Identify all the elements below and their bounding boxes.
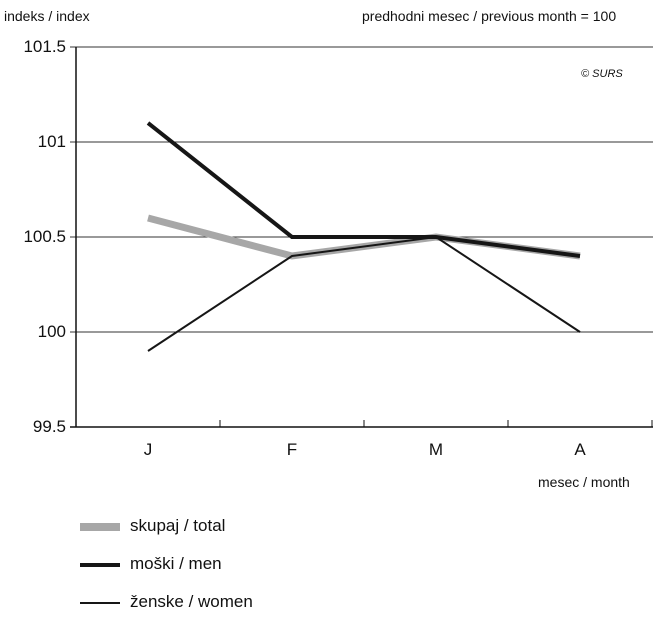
x-axis-title: mesec / month — [538, 474, 630, 490]
series-line-2 — [147, 235, 581, 352]
legend-label-women: ženske / women — [130, 592, 253, 611]
legend-label-men: moški / men — [130, 554, 222, 573]
y-tick-label-1: 101 — [38, 132, 66, 151]
x-tick-label-2: M — [429, 440, 443, 459]
copyright-label: © SURS — [581, 68, 623, 80]
y-tick-label-4: 99.5 — [33, 417, 66, 436]
x-tick-label-0: J — [144, 440, 153, 459]
legend-label-total: skupaj / total — [130, 516, 226, 535]
series-line-1 — [146, 121, 581, 258]
legend-swatch-men — [80, 563, 120, 567]
legend-swatch-total — [80, 523, 120, 531]
y-tick-label-2: 100.5 — [23, 227, 66, 246]
y-tick-label-0: 101.5 — [23, 37, 66, 56]
x-tick-label-3: A — [574, 440, 586, 459]
y-tick-label-3: 100 — [38, 322, 66, 341]
base-note: predhodni mesec / previous month = 100 — [362, 8, 617, 24]
x-tick-label-1: F — [287, 440, 297, 459]
y-axis-title: indeks / index — [4, 8, 90, 24]
legend-swatch-women — [80, 602, 120, 604]
line-chart: 101.5 101 100.5 100 99.5 J F M A — [23, 37, 653, 459]
